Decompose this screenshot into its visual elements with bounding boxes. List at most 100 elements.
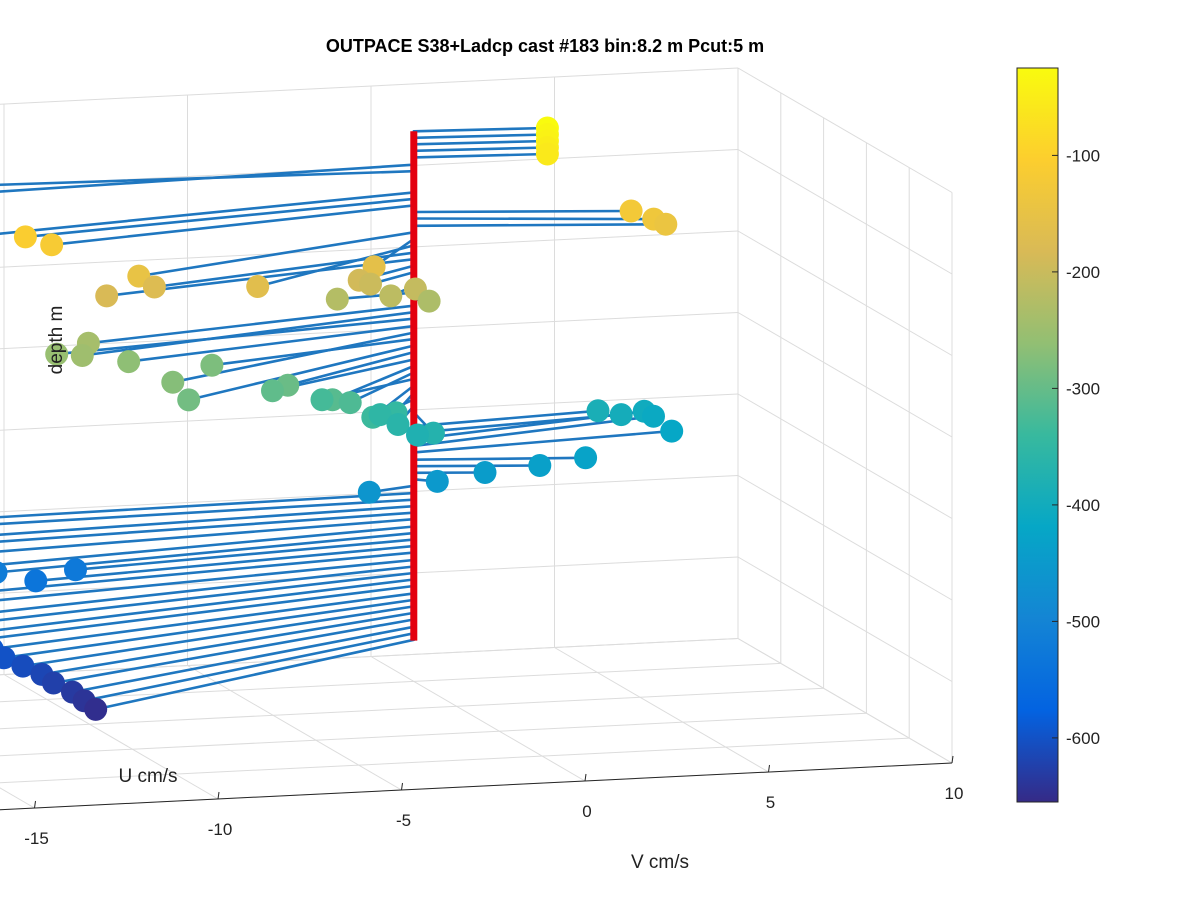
velocity-vector-line: [34, 544, 416, 583]
velocity-vector-line: [127, 324, 416, 363]
gridline-backwall-z: [0, 556, 739, 594]
v-tick-mark: [584, 773, 587, 782]
data-point-marker: [359, 272, 382, 296]
gridline-sidewall-z: [737, 230, 953, 356]
data-point-marker: [95, 284, 119, 308]
velocity-vector-line: [412, 223, 668, 228]
gridline-floor-v: [0, 787, 35, 809]
colorbar-tick-label: -500: [1066, 612, 1100, 631]
velocity-vector-line: [412, 152, 549, 159]
gridline-floor-v: [187, 665, 402, 791]
gridline-backwall-z: [0, 149, 739, 187]
chart-title: OUTPACE S38+Ladcp cast #183 bin:8.2 m Pc…: [326, 36, 764, 56]
velocity-vector-line: [0, 498, 416, 526]
gridline-floor-v: [370, 656, 586, 782]
v-tick-label: -15: [24, 829, 49, 848]
velocity-vector-line: [0, 525, 416, 566]
velocity-vector-line: [256, 244, 416, 288]
data-point-marker: [40, 233, 64, 257]
velocity-vector-line: [0, 558, 416, 602]
velocity-vector-line: [412, 429, 674, 454]
velocity-vector-line: [412, 146, 549, 153]
data-point-marker: [70, 344, 94, 367]
velocity-vector-line: [74, 538, 416, 572]
velocity-vector-line: [0, 169, 416, 187]
velocity-vector-line: [94, 638, 416, 711]
data-point-marker: [357, 480, 381, 504]
data-point-marker: [386, 413, 410, 436]
data-point-marker: [368, 403, 392, 427]
data-point-marker: [609, 403, 633, 427]
gridline-floor-u: [0, 687, 824, 730]
data-point-marker: [379, 284, 403, 308]
velocity-vector-line: [0, 504, 416, 536]
gridline-sidewall-z: [737, 393, 953, 519]
velocity-vector-line: [0, 578, 416, 632]
gridline-sidewall-z: [737, 149, 953, 275]
data-point-marker: [310, 388, 334, 412]
data-point-marker: [586, 399, 610, 423]
gridline-sidewall-z: [737, 475, 953, 601]
data-point-marker: [117, 350, 141, 374]
gridline-sidewall-z: [737, 556, 953, 682]
data-point-marker: [0, 646, 16, 670]
v-tick-mark: [217, 791, 220, 800]
gridline-sidewall-z: [737, 312, 953, 438]
gridline-floor-u: [0, 737, 910, 784]
colorbar-ticks: -100 -200 -300 -400 -500 -600: [1052, 146, 1100, 748]
v-tick-label: 10: [945, 784, 964, 803]
velocity-vector-line: [24, 197, 416, 239]
velocity-vector-line: [0, 592, 416, 650]
velocity-vector-line: [0, 517, 416, 553]
velocity-vector-line: [21, 605, 416, 668]
data-point-marker: [654, 212, 678, 236]
data-point-marker: [11, 654, 35, 678]
data-point-marker: [200, 353, 224, 377]
velocity-vector-line: [412, 217, 656, 221]
data-point-marker: [660, 419, 684, 443]
v-tick-mark: [768, 764, 770, 773]
data-point-marker: [177, 388, 201, 412]
gridline-backwall-z: [0, 230, 739, 268]
data-point-marker: [574, 446, 598, 470]
data-point-marker: [261, 379, 284, 403]
gridline-floor-u: [0, 638, 739, 676]
gridline-floor-v: [3, 674, 219, 800]
v-tick-mark: [951, 755, 954, 764]
velocity-vector-line: [52, 618, 416, 685]
v-tick-mark: [34, 800, 36, 809]
data-point-marker: [473, 461, 497, 484]
data-layer: [0, 116, 684, 721]
velocity-vector-line: [0, 511, 416, 543]
velocity-vector-line: [87, 304, 416, 345]
gridline-floor-u: [0, 712, 867, 757]
gridline-backwall-z: [0, 312, 739, 350]
velocity-vector-line: [82, 631, 416, 703]
velocity-vector-line: [137, 231, 416, 278]
gridline-sidewall-z: [737, 67, 953, 193]
velocity-vector-line: [0, 571, 416, 622]
data-point-marker: [45, 342, 69, 366]
velocity-vector-line: [0, 191, 416, 235]
gridline-backwall-z: [0, 393, 739, 431]
velocity-vector-line: [0, 584, 416, 639]
velocity-vector-line: [2, 598, 416, 660]
velocity-vector-line: [412, 139, 549, 146]
velocity-vector-line: [187, 344, 416, 402]
data-point-marker: [406, 423, 429, 447]
velocity-vector-line: [50, 204, 416, 247]
data-point-marker: [84, 697, 108, 721]
v-tick-mark: [401, 782, 403, 791]
colorbar: -100 -200 -300 -400 -500 -600: [1016, 67, 1100, 803]
velocity-vector-line: [348, 371, 416, 404]
data-point-marker: [42, 671, 65, 695]
data-point-marker: [142, 275, 166, 299]
velocity-vector-line: [412, 409, 600, 428]
v-tick-label: 5: [766, 793, 775, 812]
x-axis-label: V cm/s: [631, 852, 689, 873]
colorbar-gradient: [1016, 67, 1059, 803]
data-point-marker: [528, 454, 552, 477]
colorbar-tick-label: -600: [1066, 729, 1100, 748]
colorbar-tick-label: -300: [1066, 379, 1100, 398]
